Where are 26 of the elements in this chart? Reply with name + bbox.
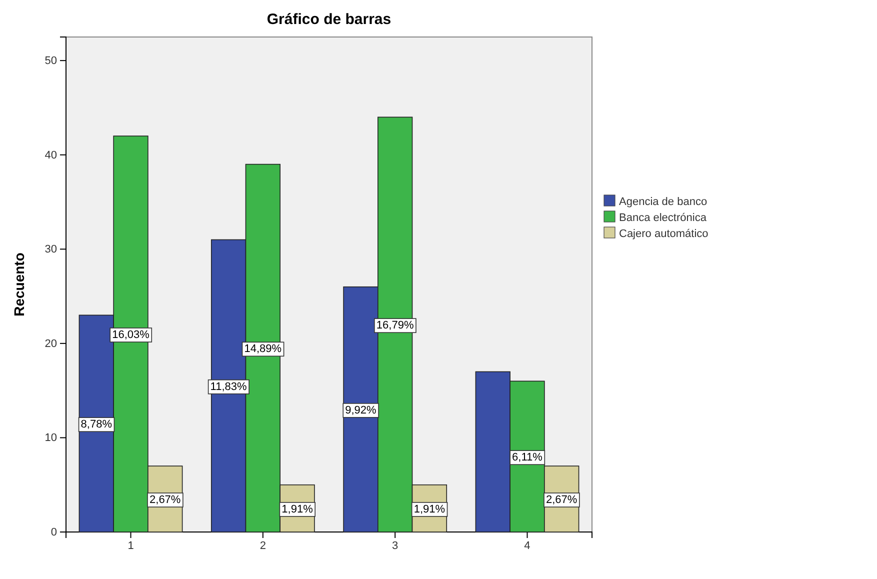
annotation: 9,92% (345, 404, 377, 416)
x-tick-label: 4 (524, 540, 530, 552)
y-tick-label: 30 (44, 244, 57, 256)
y-tick-label: 50 (44, 55, 57, 68)
annotation: 2,67% (150, 494, 181, 506)
legend-label: Agencia de banco (619, 196, 708, 208)
y-tick-label: 20 (44, 338, 57, 350)
annotation: 16,03% (112, 329, 150, 341)
annotation: 2,67% (546, 494, 578, 506)
annotation: 11,83% (210, 380, 248, 393)
legend-label: Banca electrónica (619, 212, 708, 224)
annotation: 14,89% (244, 343, 282, 356)
annotation: 16,79% (376, 320, 414, 332)
x-tick-label: 1 (128, 540, 134, 552)
annotation: 1,91% (282, 503, 314, 516)
x-tick-label: 3 (392, 540, 398, 552)
x-tick-label: 2 (260, 540, 266, 552)
legend-label: Cajero automático (619, 228, 708, 240)
annotation: 1,91% (414, 503, 446, 516)
y-tick-label: 0 (50, 526, 57, 539)
y-axis-title: Recuento (11, 252, 27, 316)
annotation: 8,78% (80, 418, 112, 431)
annotation: 6,11% (512, 452, 543, 464)
y-tick-label: 10 (44, 432, 57, 444)
chart-title: Gráfico de barras (266, 11, 392, 28)
y-tick-label: 40 (44, 149, 57, 162)
